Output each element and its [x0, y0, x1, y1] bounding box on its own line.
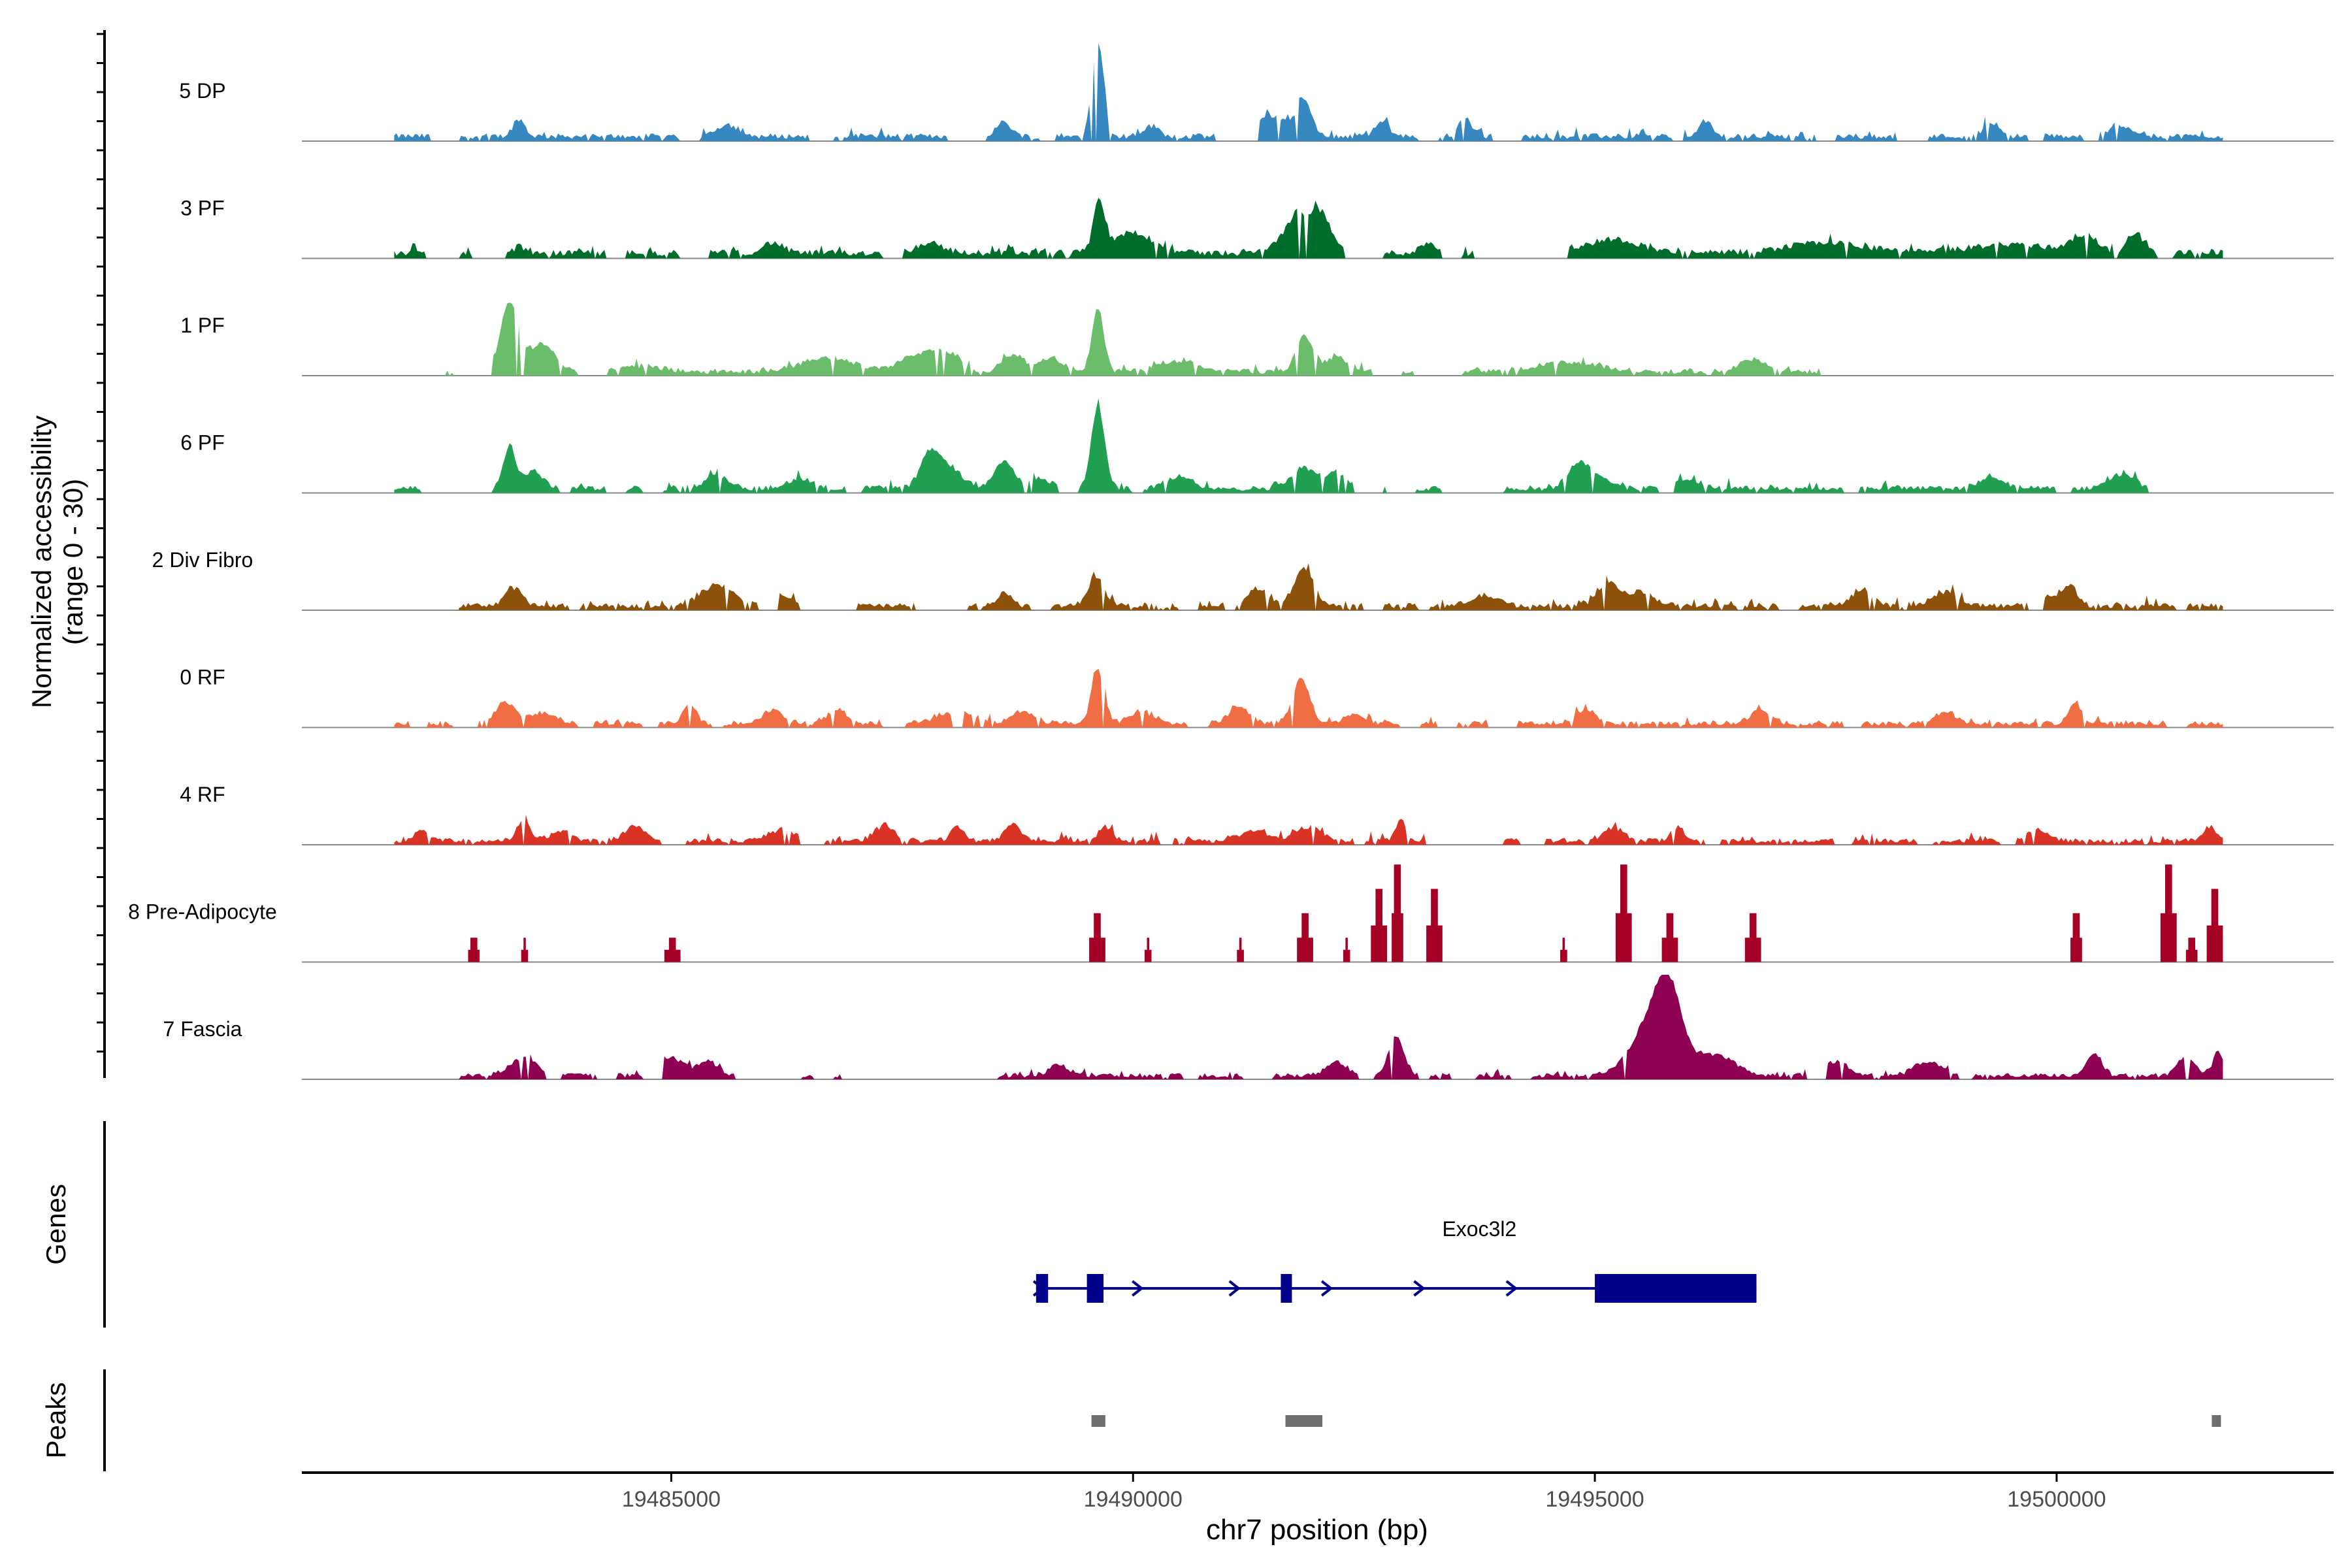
coverage-area [394, 197, 2223, 259]
gene-exon [1086, 1274, 1104, 1303]
track-label: 2 Div Fibro [152, 548, 253, 572]
coverage-track: 8 Pre-Adipocyte [128, 864, 2334, 963]
coverage-area [394, 668, 2223, 728]
peak-region [2212, 1415, 2221, 1427]
coverage-track: 5 DP [179, 43, 2334, 142]
coverage-track: 4 RF [180, 783, 2334, 845]
x-tick-label: 19495000 [1545, 1487, 1644, 1512]
track-label: 3 PF [180, 197, 225, 220]
gene-exon [1595, 1274, 1757, 1303]
coverage-track: 6 PF [180, 398, 2334, 494]
coverage-track: 7 Fascia [163, 975, 2334, 1080]
x-axis-ticks: 19485000 19490000 19495000 19500000 [622, 1473, 2106, 1512]
track-label: 0 RF [180, 666, 225, 689]
track-label: 7 Fascia [163, 1017, 242, 1041]
strand-arrow [1228, 1280, 1241, 1297]
track-label: 1 PF [180, 314, 225, 337]
x-tick-label: 19485000 [622, 1487, 721, 1512]
y-axis-label-line1: Normalized accessibility [26, 416, 57, 708]
coverage-area [394, 43, 2223, 141]
y-axis-label-line2: (range 0 - 30) [57, 479, 88, 645]
peak-region [1285, 1415, 1323, 1427]
coverage-track: 2 Div Fibro [152, 548, 2334, 611]
peaks-track-label: Peaks [41, 1382, 71, 1459]
coverage-area [394, 864, 2225, 962]
peaks-track [1091, 1415, 2221, 1427]
coverage-area [394, 302, 2223, 376]
coverage-area [394, 398, 2223, 493]
track-label: 4 RF [180, 783, 225, 806]
genes-track-label: Genes [41, 1184, 71, 1265]
gene-annotation-track: Exoc3l2 [1032, 1217, 1757, 1303]
x-axis-label: chr7 position (bp) [1206, 1514, 1428, 1546]
strand-arrow [1413, 1280, 1426, 1297]
strand-arrow [1032, 1280, 1045, 1297]
track-label: 8 Pre-Adipocyte [128, 900, 277, 924]
gene-name-label: Exoc3l2 [1442, 1217, 1516, 1241]
x-tick-label: 19490000 [1084, 1487, 1183, 1512]
coverage-area [394, 975, 2223, 1079]
coverage-track: 1 PF [180, 302, 2334, 376]
strand-arrow [1320, 1280, 1333, 1297]
peak-region [1091, 1415, 1105, 1427]
coverage-tracks: 5 DP 3 PF 1 PF 6 PF 2 Div Fibro 0 RF 4 RF 8 Pre… [128, 43, 2334, 1080]
coverage-y-minor-ticks [97, 33, 105, 1053]
strand-arrow [1505, 1280, 1518, 1297]
gene-model: Exoc3l2 [1032, 1217, 1757, 1303]
gene-exon [1281, 1274, 1292, 1303]
track-label: 5 DP [179, 79, 225, 103]
track-label: 6 PF [180, 431, 225, 455]
strand-arrow [1132, 1280, 1144, 1297]
coverage-area [459, 563, 2223, 610]
coverage-track: 3 PF [180, 197, 2334, 259]
coverage-track: 0 RF [180, 666, 2334, 728]
coverage-area [394, 814, 2223, 845]
x-tick-label: 19500000 [2007, 1487, 2106, 1512]
